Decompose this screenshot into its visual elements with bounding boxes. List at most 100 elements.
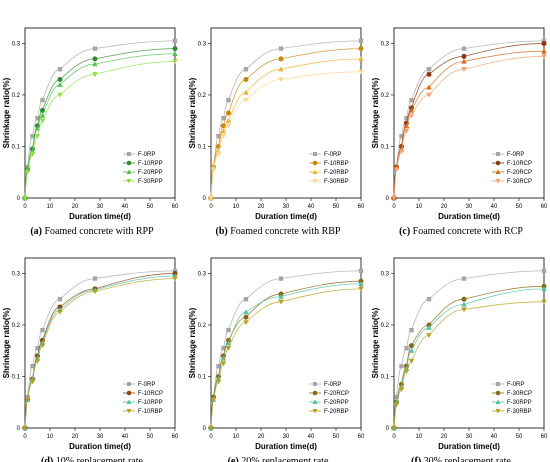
data-point xyxy=(358,286,364,292)
data-point xyxy=(461,307,467,313)
x-tick-label: 30 xyxy=(283,204,290,210)
data-point xyxy=(243,309,249,315)
data-point xyxy=(215,379,222,385)
data-point xyxy=(403,369,410,375)
data-point xyxy=(29,152,36,157)
x-tick-label: 50 xyxy=(333,434,340,440)
y-tick-label: 0.3 xyxy=(381,271,390,277)
data-point xyxy=(541,268,547,274)
legend-label: F-30RPP xyxy=(507,400,532,406)
x-axis-title: Duration time(d) xyxy=(438,212,500,221)
data-point xyxy=(92,61,98,67)
data-point xyxy=(226,327,231,333)
panel-caption-id: (c) xyxy=(399,226,410,237)
y-tick-label: 0 xyxy=(17,196,21,202)
data-point xyxy=(358,38,364,44)
data-point xyxy=(172,38,178,44)
data-point xyxy=(461,46,467,51)
data-point xyxy=(426,324,432,330)
x-tick-label: 10 xyxy=(416,434,423,440)
legend-label: F-0RP xyxy=(138,152,155,158)
data-point xyxy=(243,77,249,83)
data-point xyxy=(393,402,400,408)
series-F-30RCP xyxy=(391,54,547,201)
data-point xyxy=(34,133,41,139)
x-tick-label: 30 xyxy=(466,434,473,440)
data-point xyxy=(92,46,98,51)
data-point xyxy=(541,286,547,292)
data-point xyxy=(126,390,132,396)
data-point xyxy=(399,363,404,369)
y-tick-label: 0.2 xyxy=(198,323,207,329)
series-F-10RBP xyxy=(22,276,178,431)
y-tick-label: 0.1 xyxy=(12,374,21,380)
data-point xyxy=(127,152,131,156)
x-tick-label: 0 xyxy=(209,434,213,440)
data-point xyxy=(225,118,232,123)
y-axis-title: Shrinkage ratio(%) xyxy=(188,307,197,378)
x-tick-label: 60 xyxy=(541,434,548,440)
panel-caption-text: Foamed concrete with RBP xyxy=(228,226,341,237)
legend: F-0RP F-20RCP F-20RPP F-20RBP xyxy=(309,382,349,415)
data-point xyxy=(398,387,405,393)
legend-label: F-20RBP xyxy=(324,409,349,415)
legend: F-0RP F-10RCP F-10RPP F-10RBP xyxy=(123,382,163,415)
panel-caption: (a) Foamed concrete with RPP xyxy=(30,226,154,237)
x-tick-label: 20 xyxy=(258,204,265,210)
legend-label: F-30RCP xyxy=(507,391,532,397)
legend-label: F-10RBP xyxy=(324,161,349,167)
data-point xyxy=(495,179,501,184)
y-axis-title: Shrinkage ratio(%) xyxy=(371,307,380,378)
legend-label: F-20RPP xyxy=(324,400,349,406)
legend-label: F-20RBP xyxy=(324,170,349,176)
x-tick-label: 50 xyxy=(147,204,154,210)
legend: F-0RP F-10RPP F-20RPP F-30RPP xyxy=(123,152,163,185)
x-tick-label: 10 xyxy=(47,204,54,210)
x-tick-label: 30 xyxy=(283,434,290,440)
panel-caption-id: (a) xyxy=(30,226,42,237)
chart-panel-b: 0 10 20 30 40 50 60 0 0.1 0.2 0.3 Duration time(d) S… xyxy=(188,27,365,237)
y-axis-title: Shrinkage ratio(%) xyxy=(371,77,380,148)
panel-caption-id: (e) xyxy=(228,456,239,462)
data-point xyxy=(221,345,226,351)
series-F-20RPP xyxy=(208,281,364,431)
y-tick-label: 0.3 xyxy=(198,41,207,47)
data-point xyxy=(278,299,284,305)
y-tick-label: 0.1 xyxy=(381,144,390,150)
series-F-20RCP xyxy=(391,48,547,201)
data-point xyxy=(495,399,501,404)
data-point xyxy=(408,348,415,353)
chart-panel-e: 0 10 20 30 40 50 60 0 0.1 0.2 0.3 Duration time(d) S… xyxy=(188,257,365,462)
data-point xyxy=(210,397,217,403)
x-tick-label: 50 xyxy=(333,204,340,210)
data-point xyxy=(426,84,432,90)
y-tick-label: 0.3 xyxy=(12,41,21,47)
panel-caption: (c) Foamed concrete with RCP xyxy=(399,226,523,237)
y-tick-label: 0.3 xyxy=(381,41,390,47)
panel-caption-text: Foamed concrete with RCP xyxy=(410,226,523,237)
y-tick-label: 0.1 xyxy=(198,374,207,380)
series-F-20RCP xyxy=(208,278,364,431)
data-point xyxy=(126,409,132,414)
panel-caption-id: (f) xyxy=(411,456,421,462)
series-F-30RPP xyxy=(22,59,178,201)
x-tick-label: 30 xyxy=(97,434,104,440)
data-point xyxy=(92,289,98,295)
legend-label: F-0RP xyxy=(138,382,155,388)
data-point xyxy=(172,268,178,274)
data-point xyxy=(278,293,284,299)
y-axis-title: Shrinkage ratio(%) xyxy=(2,77,11,148)
x-tick-label: 0 xyxy=(23,434,27,440)
data-point xyxy=(403,128,410,134)
data-point xyxy=(34,358,41,364)
data-point xyxy=(226,97,231,103)
legend: F-0RP F-10RCP F-20RCP F-30RCP xyxy=(492,152,532,185)
data-point xyxy=(496,382,500,386)
data-point xyxy=(541,299,547,305)
series-F-30RBP xyxy=(391,299,547,431)
y-tick-label: 0 xyxy=(203,196,207,202)
data-point xyxy=(39,118,46,124)
x-tick-label: 0 xyxy=(392,204,396,210)
data-point xyxy=(57,297,63,302)
data-point xyxy=(408,358,415,364)
